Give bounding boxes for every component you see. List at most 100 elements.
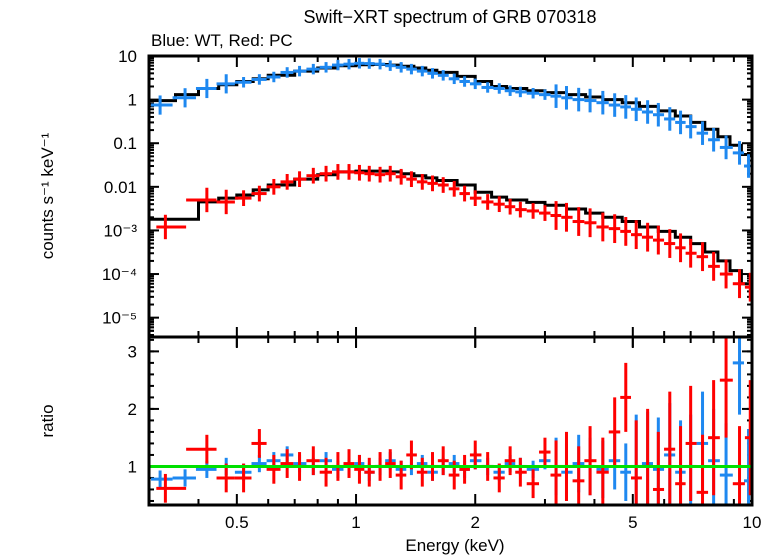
data-point-pc [448,180,460,197]
data-point-wt [608,93,621,117]
ratio-point-pc [343,449,355,478]
y-tick-label: 0.1 [113,134,137,153]
data-point-pc [744,272,752,302]
y-tick-label: 10⁻⁴ [102,265,137,284]
ratio-tick-label: 2 [128,400,137,419]
data-point-wt [266,71,281,83]
data-point-pc [664,229,676,258]
ratio-point-pc [584,426,597,496]
ratio-point-pc [416,457,428,487]
ratio-point-wt [732,337,745,415]
data-point-wt [596,90,609,115]
data-point-pc [234,190,252,206]
ratio-point-pc [719,337,733,438]
data-point-wt [539,89,551,100]
data-point-pc [427,175,438,192]
data-point-pc [630,220,642,250]
data-point-pc [493,196,505,213]
ratio-point-pc [493,463,505,493]
data-point-wt [469,78,482,90]
data-point-pc [354,164,365,181]
ratio-point-pc [459,454,470,484]
data-point-pc [584,208,597,238]
data-point-wt [459,76,470,87]
data-point-wt [652,102,665,127]
data-point-wt [708,127,720,152]
ratio-point-wt [620,443,631,501]
data-point-wt [406,63,417,75]
ratio-point-pc [251,429,267,458]
data-point-pc [406,171,417,187]
data-point-pc [708,251,720,281]
ratio-point-pc [216,463,235,493]
y-tick-label: 10⁻⁵ [102,309,137,328]
x-tick-label: 0.5 [225,513,249,532]
data-point-wt [664,107,676,131]
data-point-pc [280,174,294,190]
ratio-point-pc [744,380,752,496]
ratio-point-pc [620,362,631,432]
data-point-pc [561,202,573,232]
ratio-point-pc [280,449,294,478]
ratio-point-pc [526,469,540,499]
data-point-wt [364,58,375,69]
ratio-point-pc [234,463,252,493]
data-point-wt [395,62,407,73]
data-point-wt [620,95,631,119]
data-point-pc [319,165,332,182]
x-tick-label: 1 [351,513,360,532]
spectrum-panel [149,58,752,302]
data-point-pc [526,203,540,219]
ratio-point-pc [364,457,375,487]
data-point-wt [319,62,332,73]
x-tick-label: 10 [743,513,762,532]
data-point-wt [584,88,597,113]
y-tick-label: 10⁻³ [103,221,137,240]
bottom-panel-frame [147,335,754,507]
ratio-point-wt [172,469,196,487]
y-axis-label-bottom: ratio [38,404,57,437]
data-point-pc [437,177,449,193]
y-axis-label-top: counts s⁻¹ keV⁻¹ [38,132,57,259]
chart-title: Swift−XRT spectrum of GRB 070318 [304,7,597,27]
data-point-pc [266,178,281,195]
ratio-point-pc [572,446,585,505]
data-point-pc [732,269,745,299]
y-tick-label: 0.01 [104,178,137,197]
y-tick-label: 10 [118,47,137,66]
data-point-pc [504,198,516,215]
data-point-pc [216,189,235,215]
data-point-pc [550,201,562,230]
x-axis-label: Energy (keV) [405,536,504,555]
data-point-wt [685,114,697,139]
data-point-wt [675,110,686,135]
data-point-pc [539,205,551,221]
ratio-point-pc [539,437,551,467]
data-point-pc [620,217,631,246]
data-point-pc [719,259,733,289]
data-point-wt [385,60,396,71]
data-point-pc [186,187,217,213]
ratio-point-pc [550,440,562,505]
data-point-wt [641,100,653,124]
data-point-pc [385,165,396,182]
ratio-point-pc [641,408,653,505]
ratio-point-pc [630,420,642,505]
ratio-point-pc [266,454,281,484]
data-point-pc [364,165,375,182]
data-point-wt [437,70,449,81]
data-point-wt [306,63,320,75]
data-point-pc [515,201,527,218]
ratio-point-pc [385,449,396,478]
data-point-pc [251,185,267,202]
data-point-pc [469,190,482,206]
data-point-wt [343,58,355,70]
data-point-wt [515,86,527,98]
data-point-wt [195,78,217,99]
ratio-point-pc [608,397,621,467]
data-point-pc [652,225,665,255]
ratio-point-pc [319,457,332,487]
data-point-wt [172,88,196,108]
data-point-wt [251,74,267,85]
ratio-point-pc [354,454,365,484]
